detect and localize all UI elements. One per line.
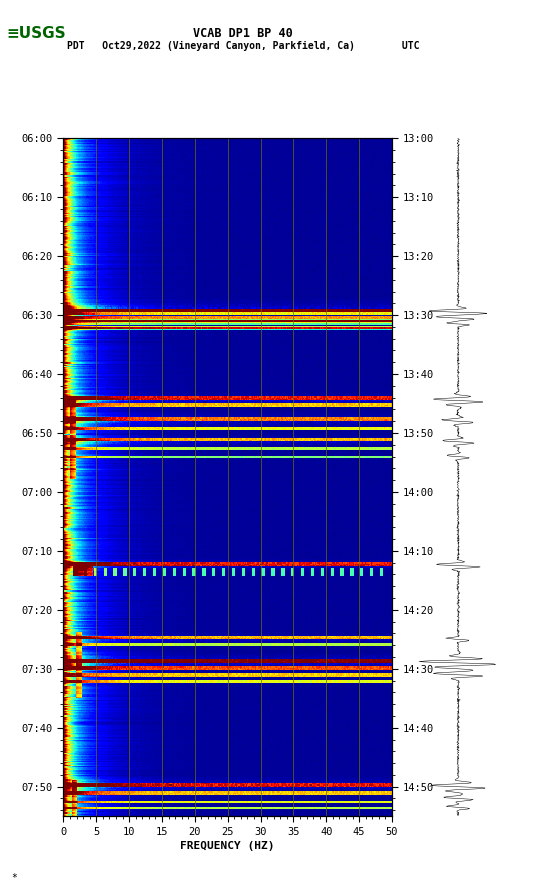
Text: ≡USGS: ≡USGS — [6, 26, 66, 41]
Text: *: * — [11, 873, 17, 883]
Text: PDT   Oct29,2022 (Vineyard Canyon, Parkfield, Ca)        UTC: PDT Oct29,2022 (Vineyard Canyon, Parkfie… — [67, 41, 419, 52]
Text: VCAB DP1 BP 40: VCAB DP1 BP 40 — [193, 28, 293, 40]
X-axis label: FREQUENCY (HZ): FREQUENCY (HZ) — [181, 841, 275, 851]
